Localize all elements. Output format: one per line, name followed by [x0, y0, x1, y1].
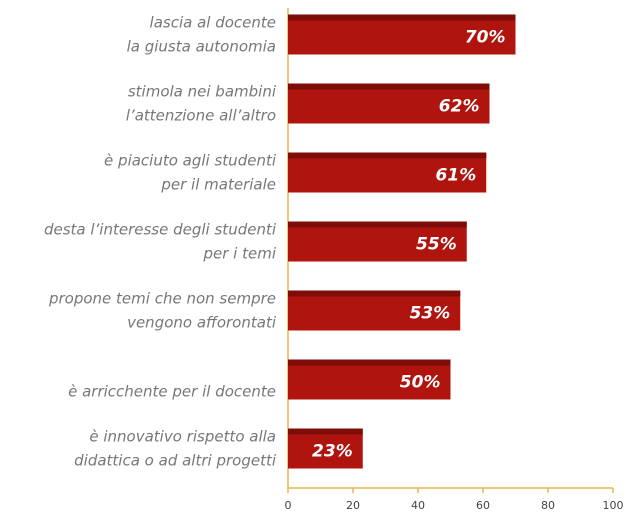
bar	[288, 428, 363, 469]
category-line: l’attenzione all’altro	[126, 106, 276, 124]
value-label: 62%	[439, 97, 480, 117]
category-line: propone temi che non sempre	[48, 289, 276, 307]
bar	[288, 359, 451, 400]
value-label: 61%	[436, 166, 477, 186]
value-label: 53%	[410, 304, 451, 324]
category-line: la giusta autonomia	[127, 37, 276, 55]
category-label: è arricchente per il docente	[68, 382, 276, 400]
bar-top	[288, 83, 490, 90]
category-line: per i temi	[202, 244, 276, 262]
category-line: desta l’interesse degli studenti	[44, 220, 277, 238]
category-label: lascia al docente la giusta autonomia	[127, 13, 276, 55]
bar	[288, 290, 461, 331]
bar	[288, 83, 490, 124]
bar	[288, 221, 467, 262]
bar	[288, 152, 487, 193]
bar-top	[288, 428, 363, 435]
x-tick-label: 60	[476, 499, 490, 512]
category-line: è piaciuto agli studenti	[104, 151, 277, 169]
x-tick-label: 0	[285, 499, 292, 512]
x-tick-label: 80	[541, 499, 555, 512]
value-label: 23%	[312, 442, 353, 462]
value-label: 55%	[416, 235, 457, 255]
x-tick-label: 40	[411, 499, 425, 512]
category-label: è piaciuto agli studenti per il materiale	[104, 151, 277, 193]
bar-top	[288, 14, 516, 21]
category-line: vengono afforontati	[127, 313, 277, 331]
bar	[288, 14, 516, 55]
value-label: 50%	[400, 373, 441, 393]
category-label: desta l’interesse degli studenti per i te…	[44, 220, 277, 262]
category-label: stimola nei bambini l’attenzione all’altr…	[126, 82, 277, 124]
category-line: didattica o ad altri progetti	[74, 451, 277, 469]
value-label: 70%	[465, 28, 506, 48]
x-tick-label: 20	[346, 499, 360, 512]
category-label: è innovativo rispetto alla didattica o ad…	[74, 427, 277, 469]
category-line: stimola nei bambini	[128, 82, 277, 100]
category-line: per il materiale	[160, 175, 276, 193]
category-line: lascia al docente	[150, 13, 276, 31]
bar-top	[288, 290, 461, 297]
category-label: propone temi che non sempre vengono affor…	[48, 289, 277, 331]
category-line: è arricchente per il docente	[68, 382, 276, 400]
bar-top	[288, 152, 487, 159]
category-line: è innovativo rispetto alla	[89, 427, 276, 445]
x-tick-label: 100	[603, 499, 624, 512]
bar-top	[288, 221, 467, 228]
bar-top	[288, 359, 451, 366]
